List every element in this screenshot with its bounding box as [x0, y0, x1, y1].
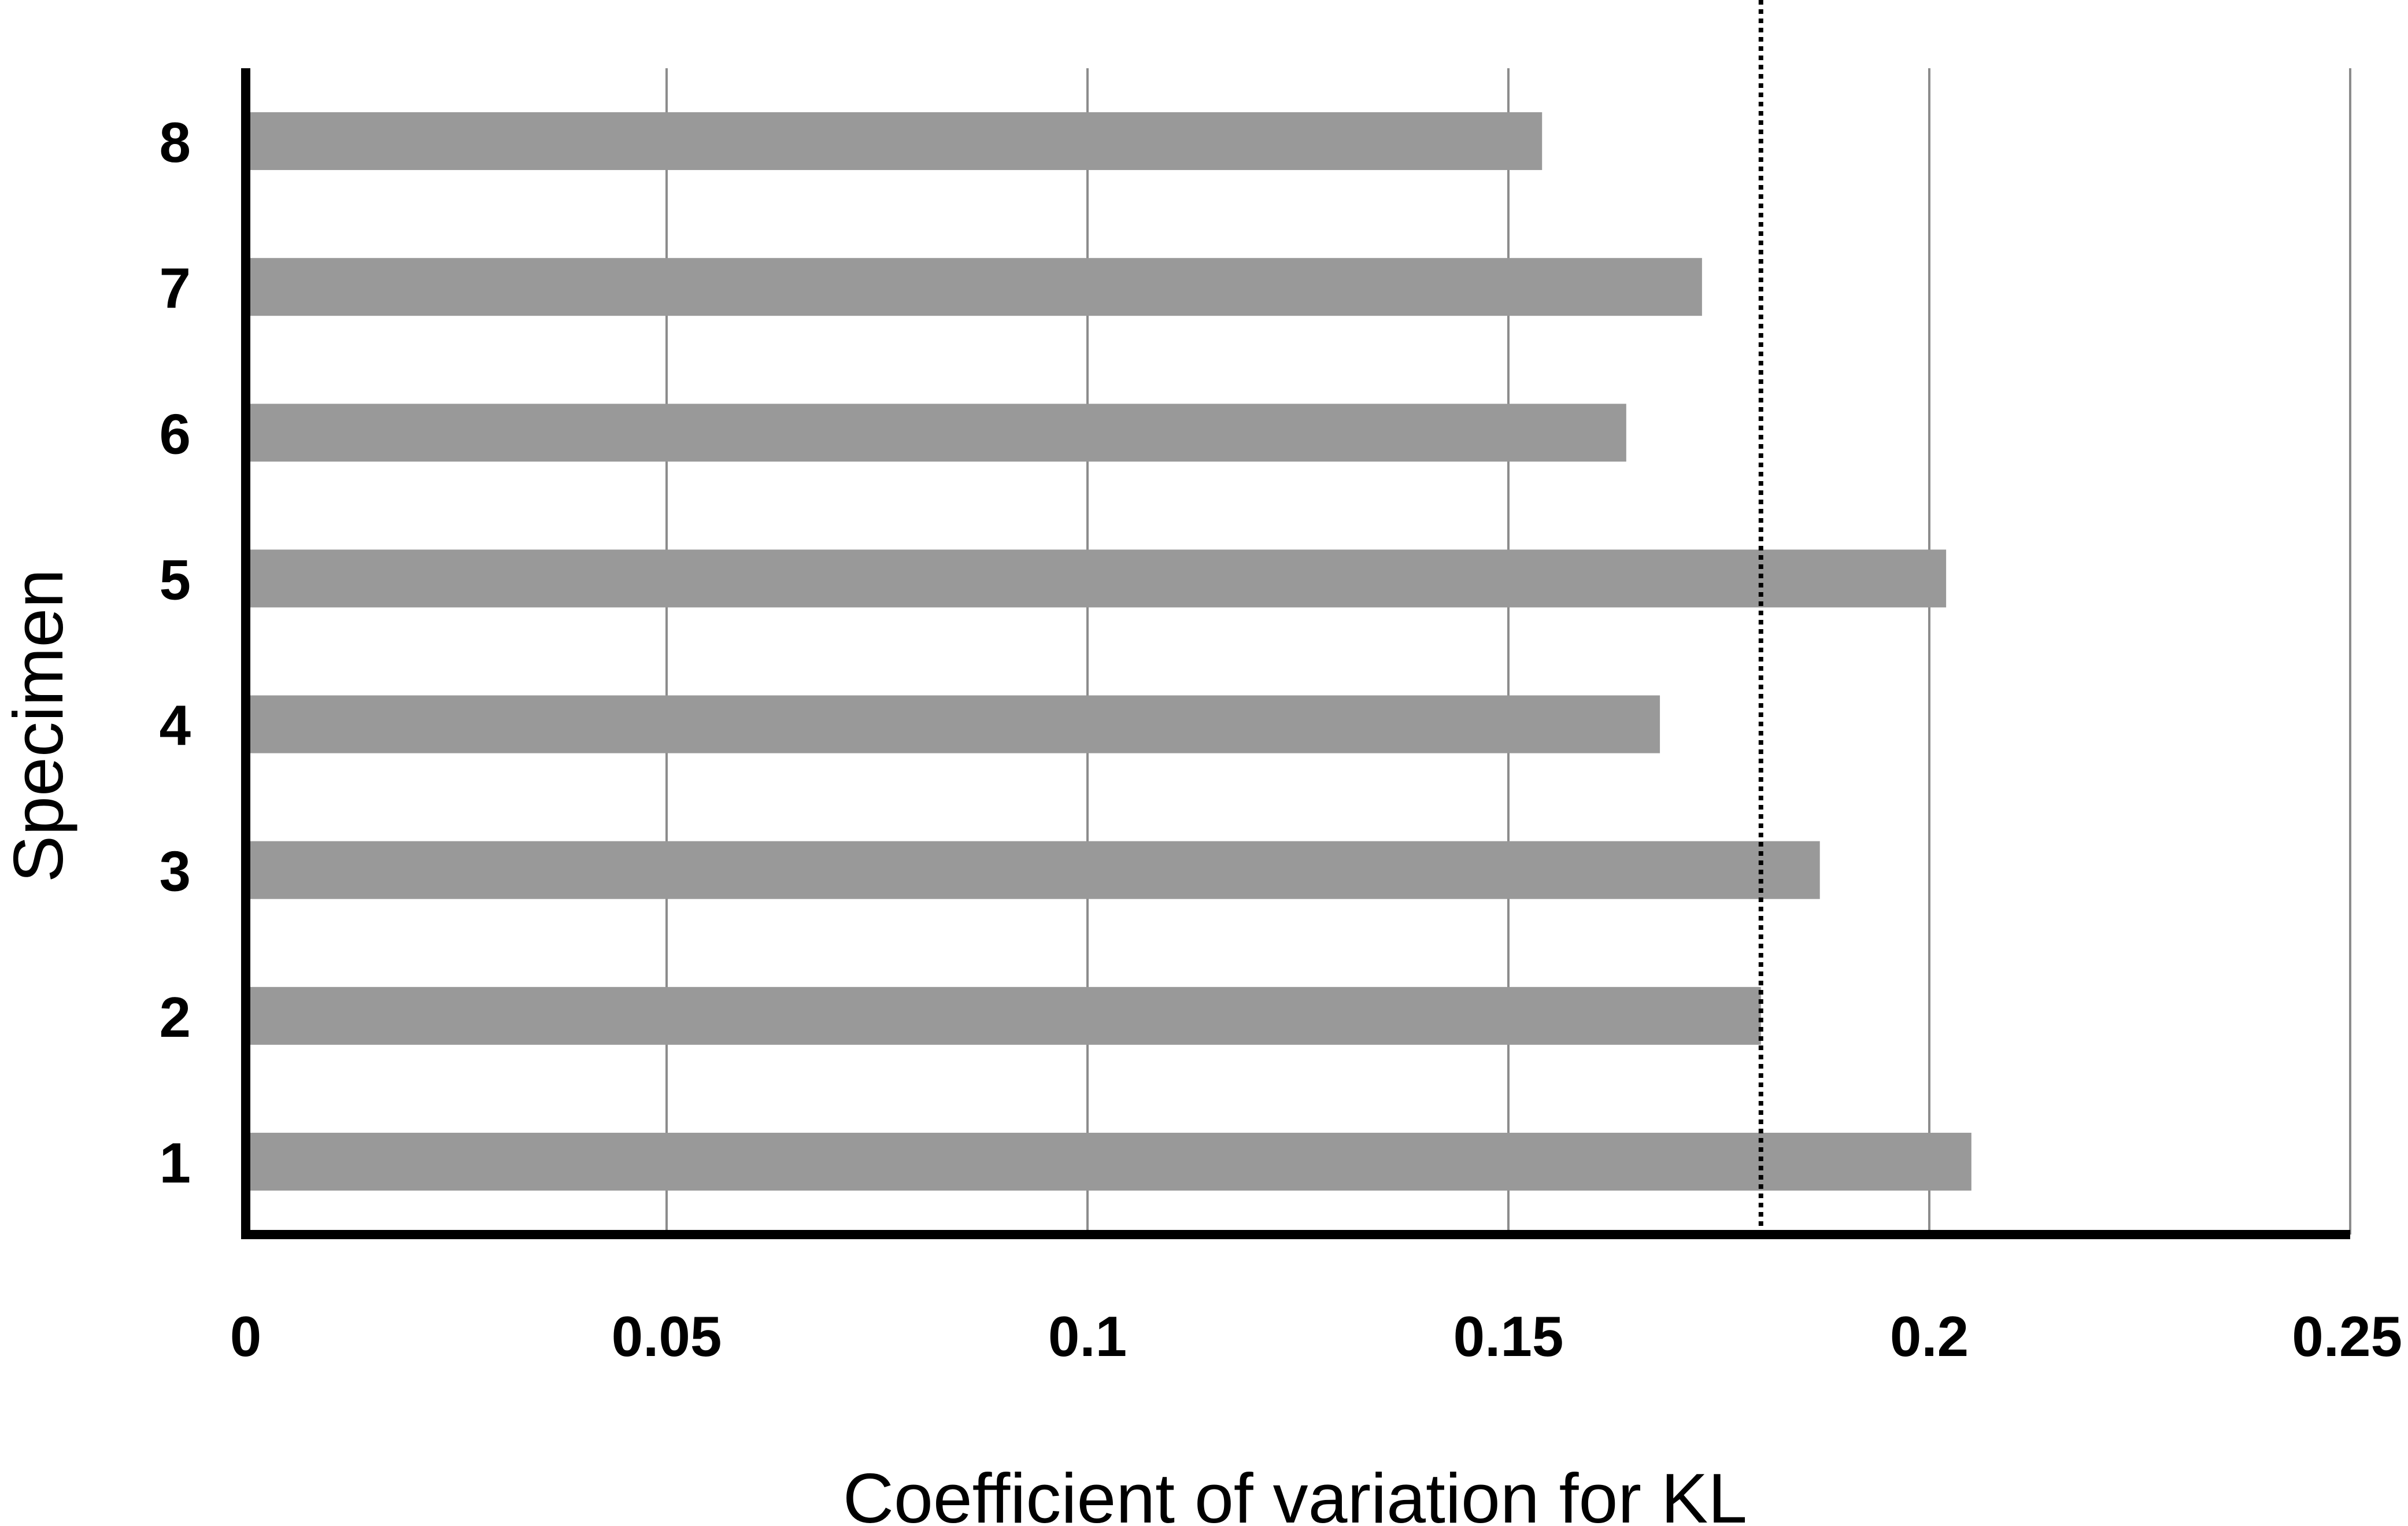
y-tick-labels: 1 2 3 4 5 6 7 8 [159, 110, 191, 1195]
y-tick-label-5: 5 [159, 548, 191, 611]
y-tick-label-2: 2 [159, 985, 191, 1049]
y-tick-label-8: 8 [159, 110, 191, 174]
bar-specimen-2 [250, 986, 1761, 1045]
x-tick-label-5: 0.25 [2292, 1305, 2402, 1368]
x-axis-title: Coefficient of variation for KL [843, 1459, 1747, 1526]
x-tick-label-1: 0.05 [612, 1305, 722, 1368]
bar-specimen-1 [250, 1132, 1971, 1191]
axes [241, 68, 2350, 1239]
bar-specimen-7 [250, 258, 1702, 316]
bar-specimen-8 [250, 112, 1543, 171]
x-tick-label-0: 0 [230, 1305, 262, 1368]
bar-specimen-6 [250, 404, 1626, 462]
x-tick-label-2: 0.1 [1048, 1305, 1127, 1368]
grid-lines [665, 68, 2351, 1235]
x-tick-label-3: 0.15 [1453, 1305, 1564, 1368]
bar-specimen-3 [250, 841, 1820, 899]
bars [250, 112, 1971, 1191]
y-tick-label-1: 1 [159, 1131, 191, 1195]
y-tick-label-4: 4 [159, 694, 191, 758]
bar-specimen-4 [250, 695, 1660, 753]
x-tick-labels: 0 0.05 0.1 0.15 0.2 0.25 [230, 1305, 2402, 1368]
y-axis-title: Specimen [0, 569, 77, 883]
y-tick-label-3: 3 [159, 840, 191, 903]
x-tick-label-4: 0.2 [1890, 1305, 1969, 1368]
y-tick-label-7: 7 [159, 256, 191, 320]
bar-specimen-5 [250, 549, 1947, 608]
y-tick-label-6: 6 [159, 402, 191, 465]
